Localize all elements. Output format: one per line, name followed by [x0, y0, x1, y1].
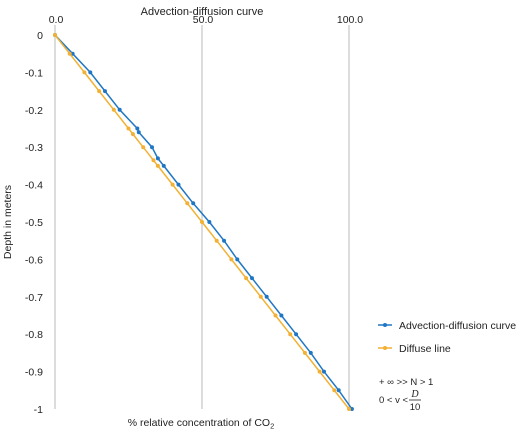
data-point	[185, 201, 190, 206]
data-point	[161, 163, 166, 168]
x-tick-label: 100.0	[337, 14, 363, 26]
data-point	[336, 388, 341, 393]
y-axis-label: Depth in meters	[2, 185, 14, 259]
legend-marker-diffuse	[383, 346, 387, 350]
y-tick-label: -1	[34, 404, 43, 416]
data-point	[200, 220, 204, 224]
data-point	[249, 276, 254, 281]
data-point	[308, 350, 313, 355]
y-tick-label: -0.3	[25, 142, 43, 154]
series-diffuse-line	[53, 33, 351, 411]
note-n-range: + ∞ >> N > 1	[379, 377, 433, 388]
annotation-notes: + ∞ >> N > 1 0 < v < D 10	[379, 377, 433, 413]
y-tick-label: -0.6	[25, 254, 43, 266]
y-tick-label: -0.5	[25, 217, 43, 229]
data-point	[151, 158, 156, 163]
data-point	[141, 145, 146, 150]
series-advection-diffusion	[53, 33, 354, 411]
data-point	[332, 388, 337, 393]
chart-title: Advection-diffusion curve	[141, 6, 264, 18]
x-tick-label: 50.0	[193, 14, 214, 26]
legend-item-advection: Advection-diffusion curve	[378, 320, 516, 332]
data-point	[222, 238, 227, 243]
data-point	[349, 407, 354, 411]
note-fraction-denominator: 10	[410, 402, 421, 413]
x-axis-label-main: % relative concentration of CO	[128, 417, 270, 429]
data-point	[135, 126, 140, 131]
y-tick-label: -0.7	[25, 292, 43, 304]
legend: Advection-diffusion curve Diffuse line	[378, 320, 516, 355]
data-point	[244, 276, 249, 281]
legend-marker-advection	[383, 323, 387, 327]
y-tick-label: -0.1	[25, 67, 43, 79]
data-point	[258, 294, 263, 299]
data-point	[214, 238, 219, 243]
y-tick-label: -0.9	[25, 367, 43, 379]
data-point	[70, 51, 75, 56]
legend-item-diffuse: Diffuse line	[378, 343, 451, 355]
data-point	[53, 33, 57, 37]
y-tick-label: -0.2	[25, 105, 43, 117]
data-point	[191, 201, 196, 206]
data-point	[126, 126, 131, 131]
data-point	[302, 350, 307, 355]
data-point	[294, 332, 299, 337]
data-point	[88, 70, 93, 75]
data-point	[207, 220, 212, 224]
x-axis-label: % relative concentration of CO2	[128, 417, 275, 431]
data-point	[322, 369, 327, 374]
x-axis-label-subscript: 2	[270, 422, 274, 431]
data-point	[264, 294, 269, 299]
data-point	[155, 163, 160, 168]
tick-labels: 0.0 50.0 100.0 0 -0.1 -0.2 -0.3 -0.4 -0.5 -0.6 -0.…	[25, 14, 363, 416]
x-tick-label: 0.0	[49, 14, 64, 26]
y-tick-label: 0	[37, 30, 43, 42]
data-point	[97, 89, 102, 94]
y-tick-label: -0.4	[25, 180, 43, 192]
data-point	[317, 369, 322, 374]
y-tick-label: -0.8	[25, 329, 43, 341]
data-point	[67, 51, 72, 56]
gridlines	[54, 25, 350, 409]
data-point	[288, 332, 293, 337]
data-point	[176, 182, 181, 187]
data-point	[117, 107, 122, 112]
data-point	[235, 257, 240, 262]
data-point	[136, 130, 141, 135]
note-fraction-numerator: D	[410, 389, 419, 400]
data-point	[102, 89, 107, 94]
data-point	[82, 70, 87, 75]
data-point	[130, 132, 135, 137]
data-point	[279, 313, 284, 318]
data-point	[170, 182, 175, 187]
data-point	[155, 156, 160, 161]
data-point	[111, 107, 116, 112]
legend-label-diffuse: Diffuse line	[399, 343, 451, 355]
data-point	[150, 145, 155, 150]
data-series	[53, 33, 354, 411]
legend-label-advection: Advection-diffusion curve	[399, 320, 516, 332]
note-v-range: 0 < v <	[379, 395, 408, 406]
data-point	[347, 407, 351, 411]
data-point	[229, 257, 234, 262]
data-point	[273, 313, 278, 318]
